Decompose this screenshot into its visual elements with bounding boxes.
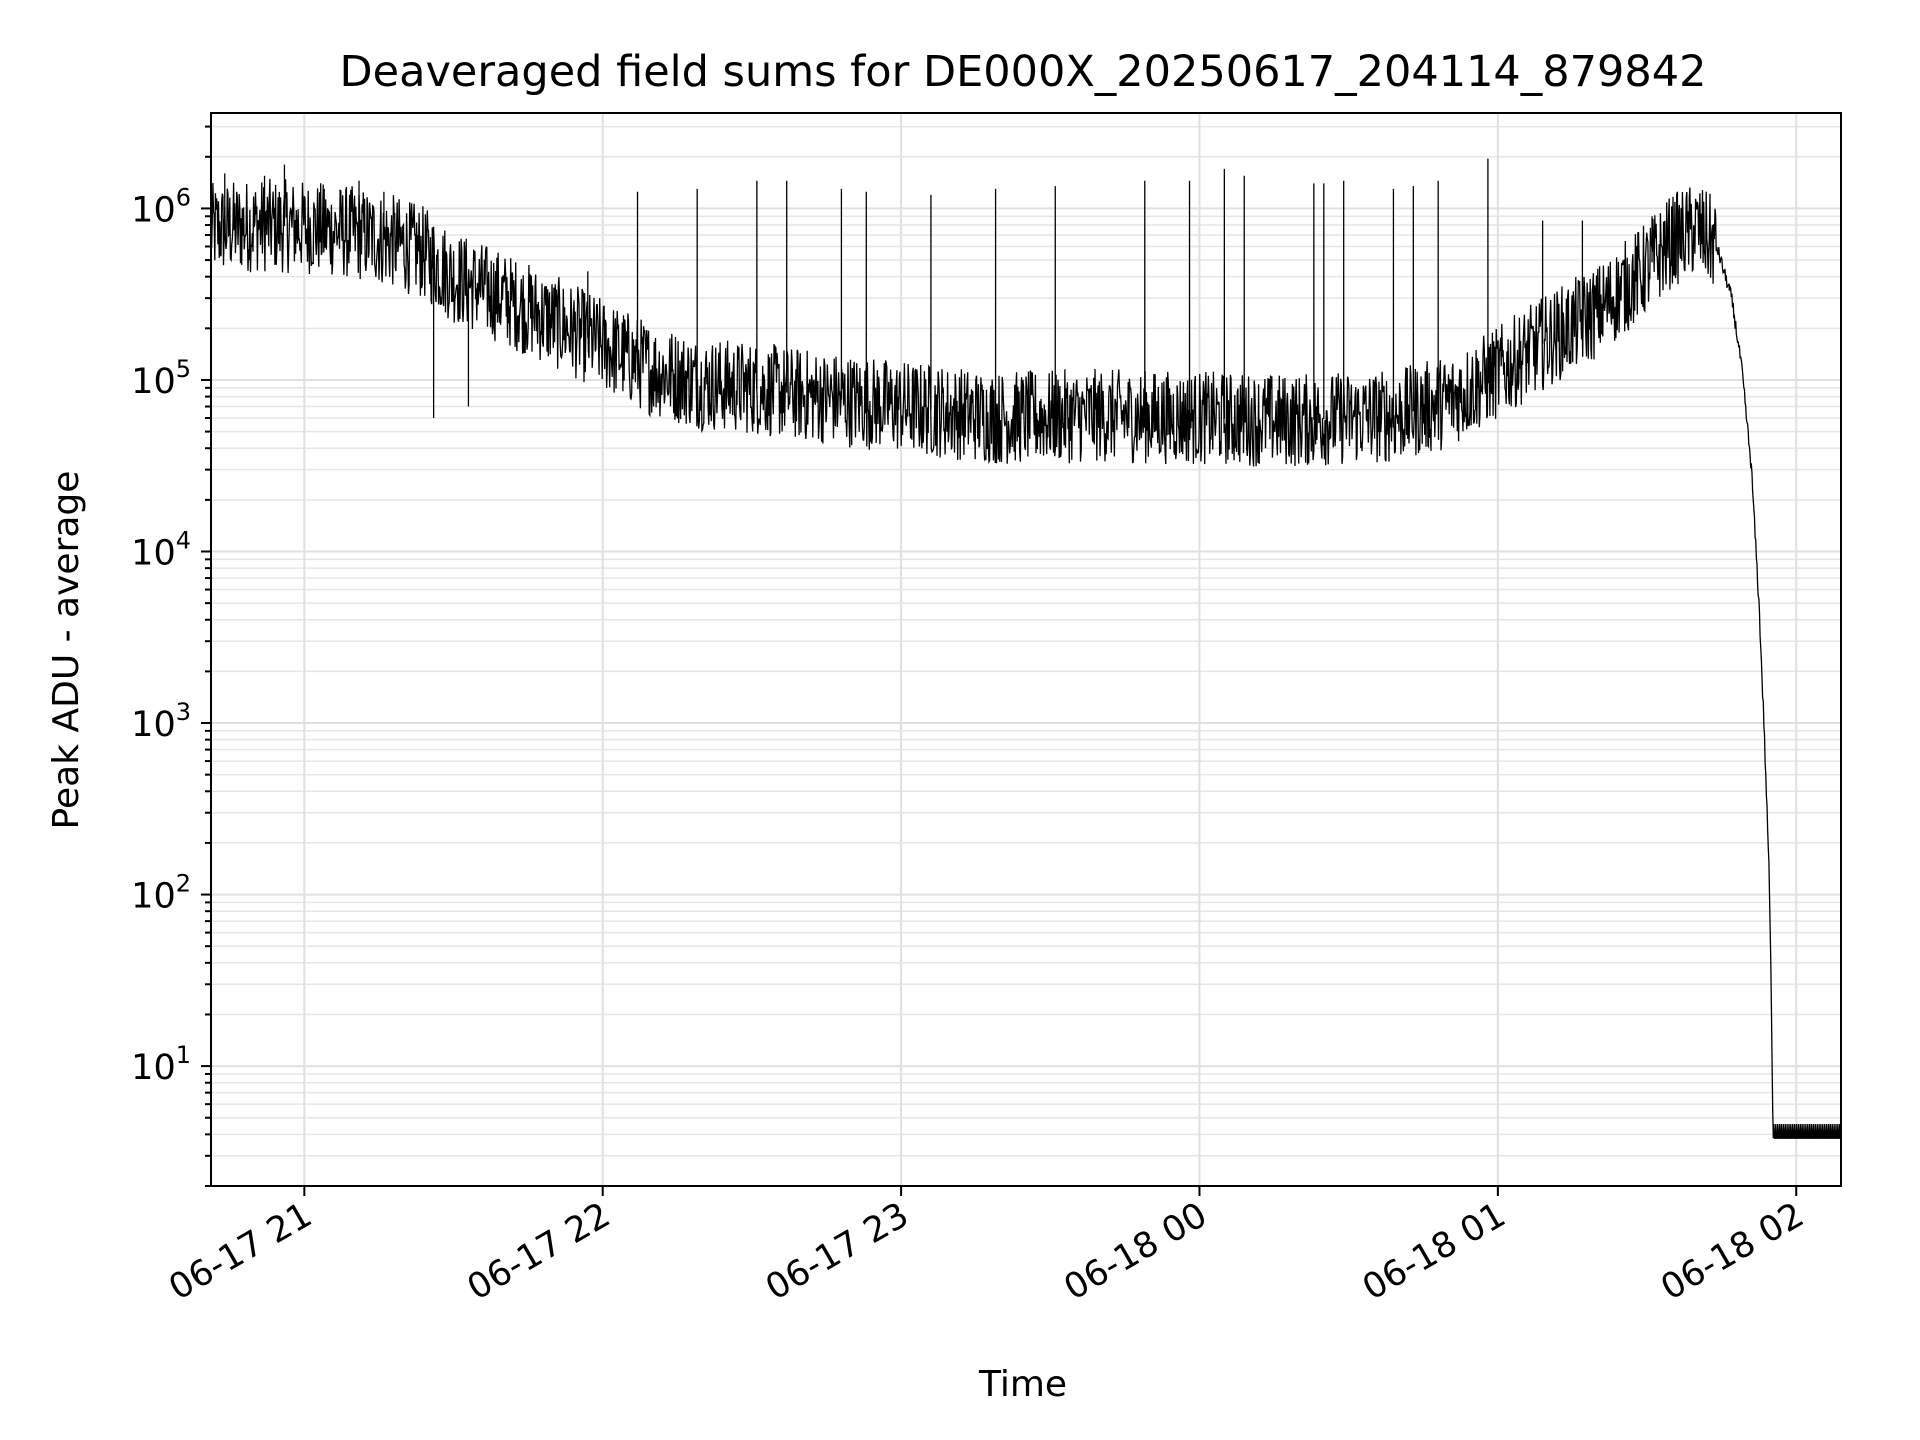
series-line — [210, 178, 1842, 1139]
chart-title: Deaveraged field sums for DE000X_2025061… — [340, 47, 1707, 97]
series-layer — [210, 158, 1842, 1139]
y-tick-label: 101 — [131, 1041, 191, 1088]
y-tick-label: 104 — [131, 526, 191, 573]
y-tick-label: 106 — [131, 183, 191, 230]
y-tick-label: 103 — [131, 698, 191, 745]
x-axis-label: Time — [978, 1364, 1067, 1405]
y-axis-label: Peak ADU - average — [46, 471, 87, 830]
grid — [211, 113, 1841, 1187]
y-axis: 101 102 103 104 105 106 — [131, 125, 211, 1187]
y-tick-label: 105 — [131, 355, 191, 402]
y-tick-label: 102 — [131, 870, 191, 917]
plot-area-frame — [210, 112, 1842, 1187]
